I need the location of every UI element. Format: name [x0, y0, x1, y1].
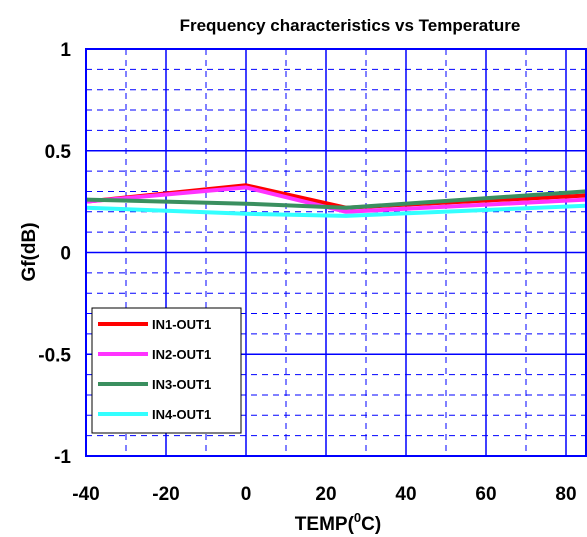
y-axis-label: Gf(dB) [19, 222, 40, 281]
series-line-2 [85, 185, 587, 214]
x-axis-label: TEMP(0C) [295, 510, 381, 535]
y-tick-label: 0.5 [45, 142, 72, 163]
series-line-3 [85, 189, 587, 210]
x-tick-label: 20 [315, 484, 336, 505]
x-axis-label-superscript: 0 [354, 510, 361, 525]
legend-label: IN2-OUT1 [152, 347, 211, 362]
tick-labels: -40 -20 0 20 40 60 80 1 0.5 0 -0.5 -1 [38, 40, 576, 505]
series-lines [85, 183, 587, 218]
x-tick-label: -20 [152, 484, 179, 505]
plot-area-border [85, 48, 587, 457]
grid [86, 49, 586, 456]
legend-box [91, 307, 242, 434]
x-tick-label: -40 [72, 484, 99, 505]
x-tick-label: 80 [555, 484, 576, 505]
legend-label: IN3-OUT1 [152, 377, 211, 392]
y-tick-label: -0.5 [38, 345, 71, 366]
x-axis-label-end: C) [361, 514, 381, 535]
series-line-4 [85, 203, 587, 218]
x-tick-label: 0 [241, 484, 252, 505]
x-tick-label: 40 [395, 484, 416, 505]
legend: IN1-OUT1 IN2-OUT1 IN3-OUT1 IN4-OUT1 [91, 307, 242, 434]
legend-label: IN1-OUT1 [152, 317, 211, 332]
y-tick-label: 1 [60, 40, 71, 61]
y-tick-label: 0 [60, 244, 71, 265]
legend-label: IN4-OUT1 [152, 407, 211, 422]
x-axis-label-main: TEMP( [295, 514, 355, 535]
chart-title: Frequency characteristics vs Temperature [180, 16, 521, 35]
y-tick-label: -1 [54, 447, 71, 468]
x-tick-label: 60 [475, 484, 496, 505]
